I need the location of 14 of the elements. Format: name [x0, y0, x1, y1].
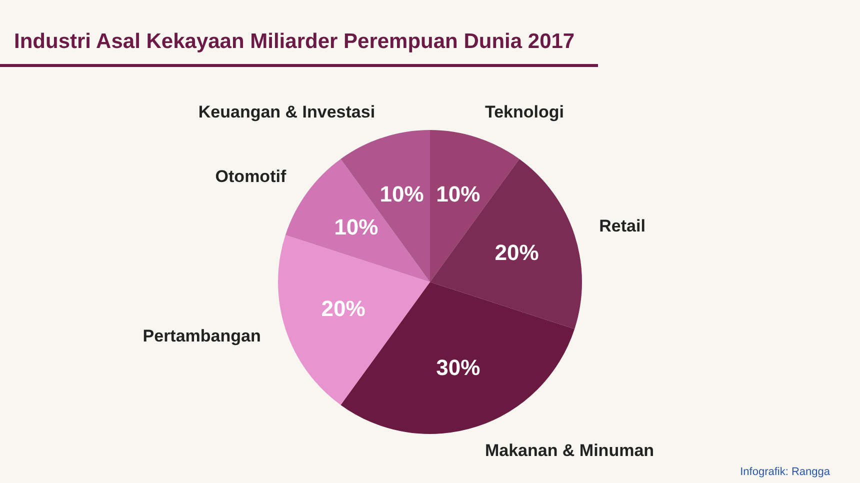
slice-label: Otomotif — [215, 167, 286, 186]
data-label: 10% — [436, 181, 480, 206]
chart-title: Industri Asal Kekayaan Miliarder Perempuan Dunia 2017 — [14, 30, 575, 54]
data-label: 10% — [334, 214, 378, 240]
data-label: 20% — [494, 240, 539, 265]
slice-label: Keuangan & Investasi — [198, 102, 376, 122]
data-label: 30% — [436, 354, 480, 380]
slice-label: Pertambangan — [142, 326, 261, 346]
slice-label: Makanan & Minuman — [484, 440, 654, 460]
text: Infografik: Rangga — [740, 466, 830, 478]
slice-label: Teknologi — [484, 102, 564, 122]
slice-label: Retail — [599, 216, 646, 236]
data-label: 10% — [380, 181, 424, 206]
data-label: 20% — [321, 296, 366, 322]
